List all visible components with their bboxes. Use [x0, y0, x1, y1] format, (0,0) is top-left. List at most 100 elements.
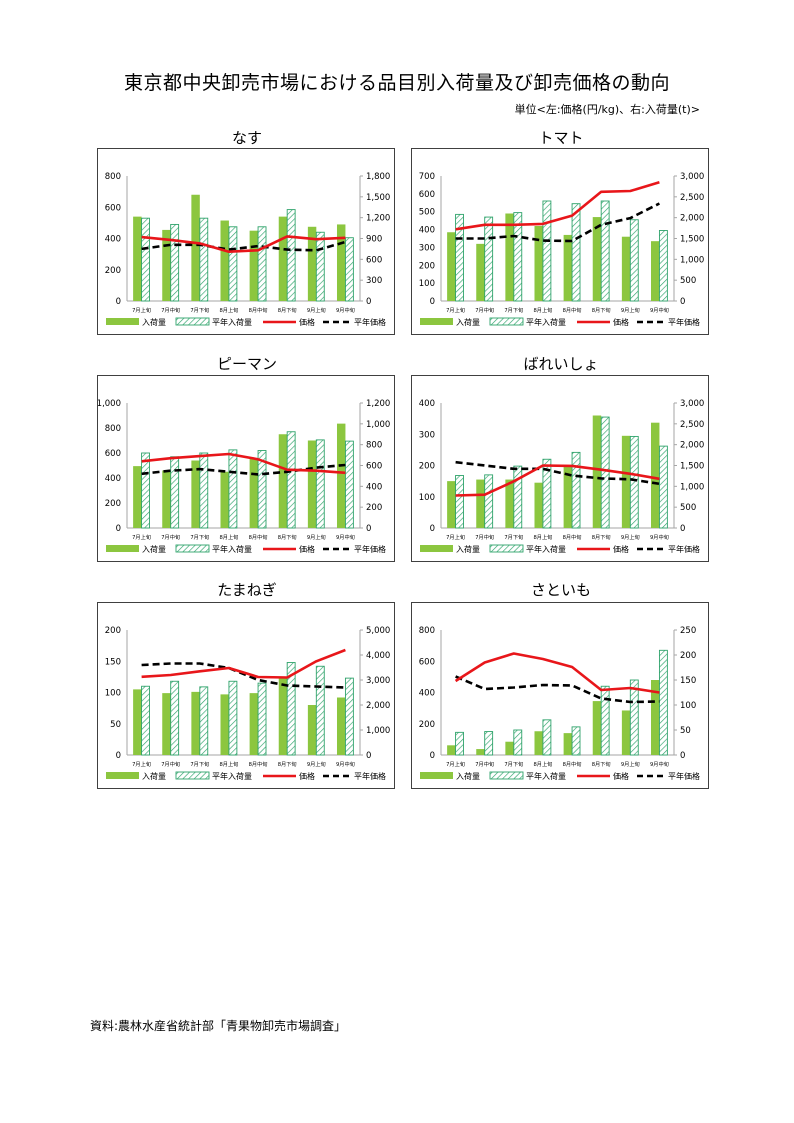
right-tick-label: 2,000	[680, 441, 704, 451]
chart-bareisho: 0 100 200 300 400 0 500 1,000 1,500 2,000 2,500 3,0…	[411, 375, 709, 562]
bar-normal	[257, 450, 267, 529]
x-tick-label: 7月下旬	[190, 533, 209, 541]
legend-swatch-normal	[175, 544, 210, 553]
legend-swatch-actual	[106, 772, 139, 779]
legend-label-normal: 平年入荷量	[212, 317, 252, 327]
left-tick-label: 200	[419, 720, 435, 730]
right-tick-label: 1,200	[366, 399, 390, 409]
left-tick-label: 400	[419, 226, 435, 236]
right-tick-label: 600	[366, 255, 382, 265]
x-tick-label: 9月上旬	[621, 760, 640, 768]
left-tick-label: 150	[105, 657, 121, 667]
legend-swatch-actual	[420, 318, 453, 325]
right-tick-label: 1,000	[366, 420, 390, 430]
bar-normal	[455, 213, 464, 302]
bar-normal	[629, 435, 639, 529]
bar-actual	[133, 216, 142, 301]
legend-label-normal-price: 平年価格	[354, 771, 386, 781]
bar-actual	[476, 749, 485, 755]
legend-swatch-normal	[489, 544, 524, 553]
bar-normal	[286, 662, 296, 756]
bar-normal	[658, 445, 668, 529]
right-tick-label: 1,500	[680, 235, 704, 245]
bar-normal	[141, 217, 150, 302]
right-tick-label: 300	[366, 276, 382, 286]
x-tick-label: 8月上旬	[220, 306, 239, 314]
bar-actual	[476, 479, 485, 528]
source-note: 資料:農林水産省統計部「青果物卸売市場調査」	[90, 1019, 347, 1033]
bar-actual	[447, 232, 456, 301]
left-tick-label: 100	[105, 689, 121, 699]
right-tick-label: 2,500	[680, 420, 704, 430]
right-tick-label: 800	[366, 441, 382, 451]
legend-label-normal-price: 平年価格	[668, 771, 700, 781]
bar-actual	[133, 689, 142, 755]
x-tick-label: 7月上旬	[446, 306, 465, 314]
right-tick-label: 900	[366, 235, 382, 245]
legend-swatch-normal	[489, 771, 524, 780]
right-tick-label: 250	[680, 626, 696, 636]
legend-label-normal: 平年入荷量	[526, 544, 566, 554]
left-tick-label: 600	[105, 203, 121, 213]
legend-label-actual: 入荷量	[142, 544, 166, 554]
legend-label-normal-price: 平年価格	[354, 544, 386, 554]
bar-actual	[650, 422, 660, 528]
left-tick-label: 100	[419, 493, 435, 503]
left-tick-label: 1,000	[98, 399, 121, 409]
legend: 入荷量 平年入荷量 価格 平年価格	[106, 317, 386, 327]
x-tick-label: 9月上旬	[307, 533, 326, 541]
bar-actual	[650, 241, 660, 301]
legend-label-price: 価格	[613, 317, 629, 327]
x-tick-label: 9月中旬	[650, 306, 669, 314]
legend-swatch-actual	[106, 318, 139, 325]
bar-normal	[315, 665, 325, 756]
left-tick-label: 400	[105, 474, 121, 484]
bar-actual	[592, 415, 602, 528]
right-tick-label: 50	[680, 726, 691, 736]
bar-normal	[542, 458, 552, 529]
legend-label-price: 価格	[299, 771, 315, 781]
bar-actual	[278, 216, 288, 301]
legend-label-price: 価格	[613, 544, 629, 554]
left-tick-label: 400	[419, 689, 435, 699]
bar-normal	[455, 731, 464, 756]
bar-normal	[513, 465, 523, 529]
chart-svg: 0 50 100 150 200 0 1,000 2,000 3,000 4,000 5,000 7月…	[105, 626, 391, 781]
line-price	[141, 648, 346, 679]
legend-label-actual: 入荷量	[456, 771, 480, 781]
left-tick-label: 0	[430, 524, 435, 534]
bar-actual	[447, 745, 456, 755]
line-normal-price	[455, 675, 660, 704]
bar-actual	[621, 435, 631, 528]
x-tick-label: 9月上旬	[621, 533, 640, 541]
chart-svg: 0 200 400 600 800 1,000 0 200 400 600 800 1,000 1,20…	[98, 399, 390, 554]
bar-actual	[307, 440, 317, 528]
right-tick-label: 500	[680, 503, 696, 513]
x-tick-label: 7月上旬	[446, 760, 465, 768]
right-tick-label: 0	[680, 297, 685, 307]
chart-piman: 0 200 400 600 800 1,000 0 200 400 600 800 1,000 1,20…	[97, 375, 395, 562]
right-tick-label: 1,500	[366, 193, 390, 203]
bar-actual	[534, 226, 543, 301]
x-tick-label: 8月中旬	[249, 306, 268, 314]
bar-normal	[228, 226, 238, 302]
left-tick-label: 400	[419, 399, 435, 409]
bar-normal	[571, 451, 581, 529]
line-normal-price	[141, 463, 346, 476]
x-tick-label: 7月下旬	[190, 760, 209, 768]
left-tick-label: 600	[419, 657, 435, 667]
x-tick-label: 7月中旬	[475, 533, 494, 541]
bar-normal	[141, 452, 150, 529]
bar-actual	[220, 220, 229, 301]
line-normal-price	[455, 460, 660, 486]
bar-actual	[249, 230, 259, 301]
right-tick-label: 2,000	[366, 701, 390, 711]
x-tick-label: 8月下旬	[278, 533, 297, 541]
legend-label-actual: 入荷量	[142, 317, 166, 327]
legend-swatch-actual	[420, 772, 453, 779]
legend-label-normal: 平年入荷量	[212, 544, 252, 554]
right-tick-label: 5,000	[366, 626, 390, 636]
bar-normal	[629, 219, 639, 302]
legend-label-price: 価格	[299, 544, 315, 554]
left-tick-label: 300	[419, 430, 435, 440]
